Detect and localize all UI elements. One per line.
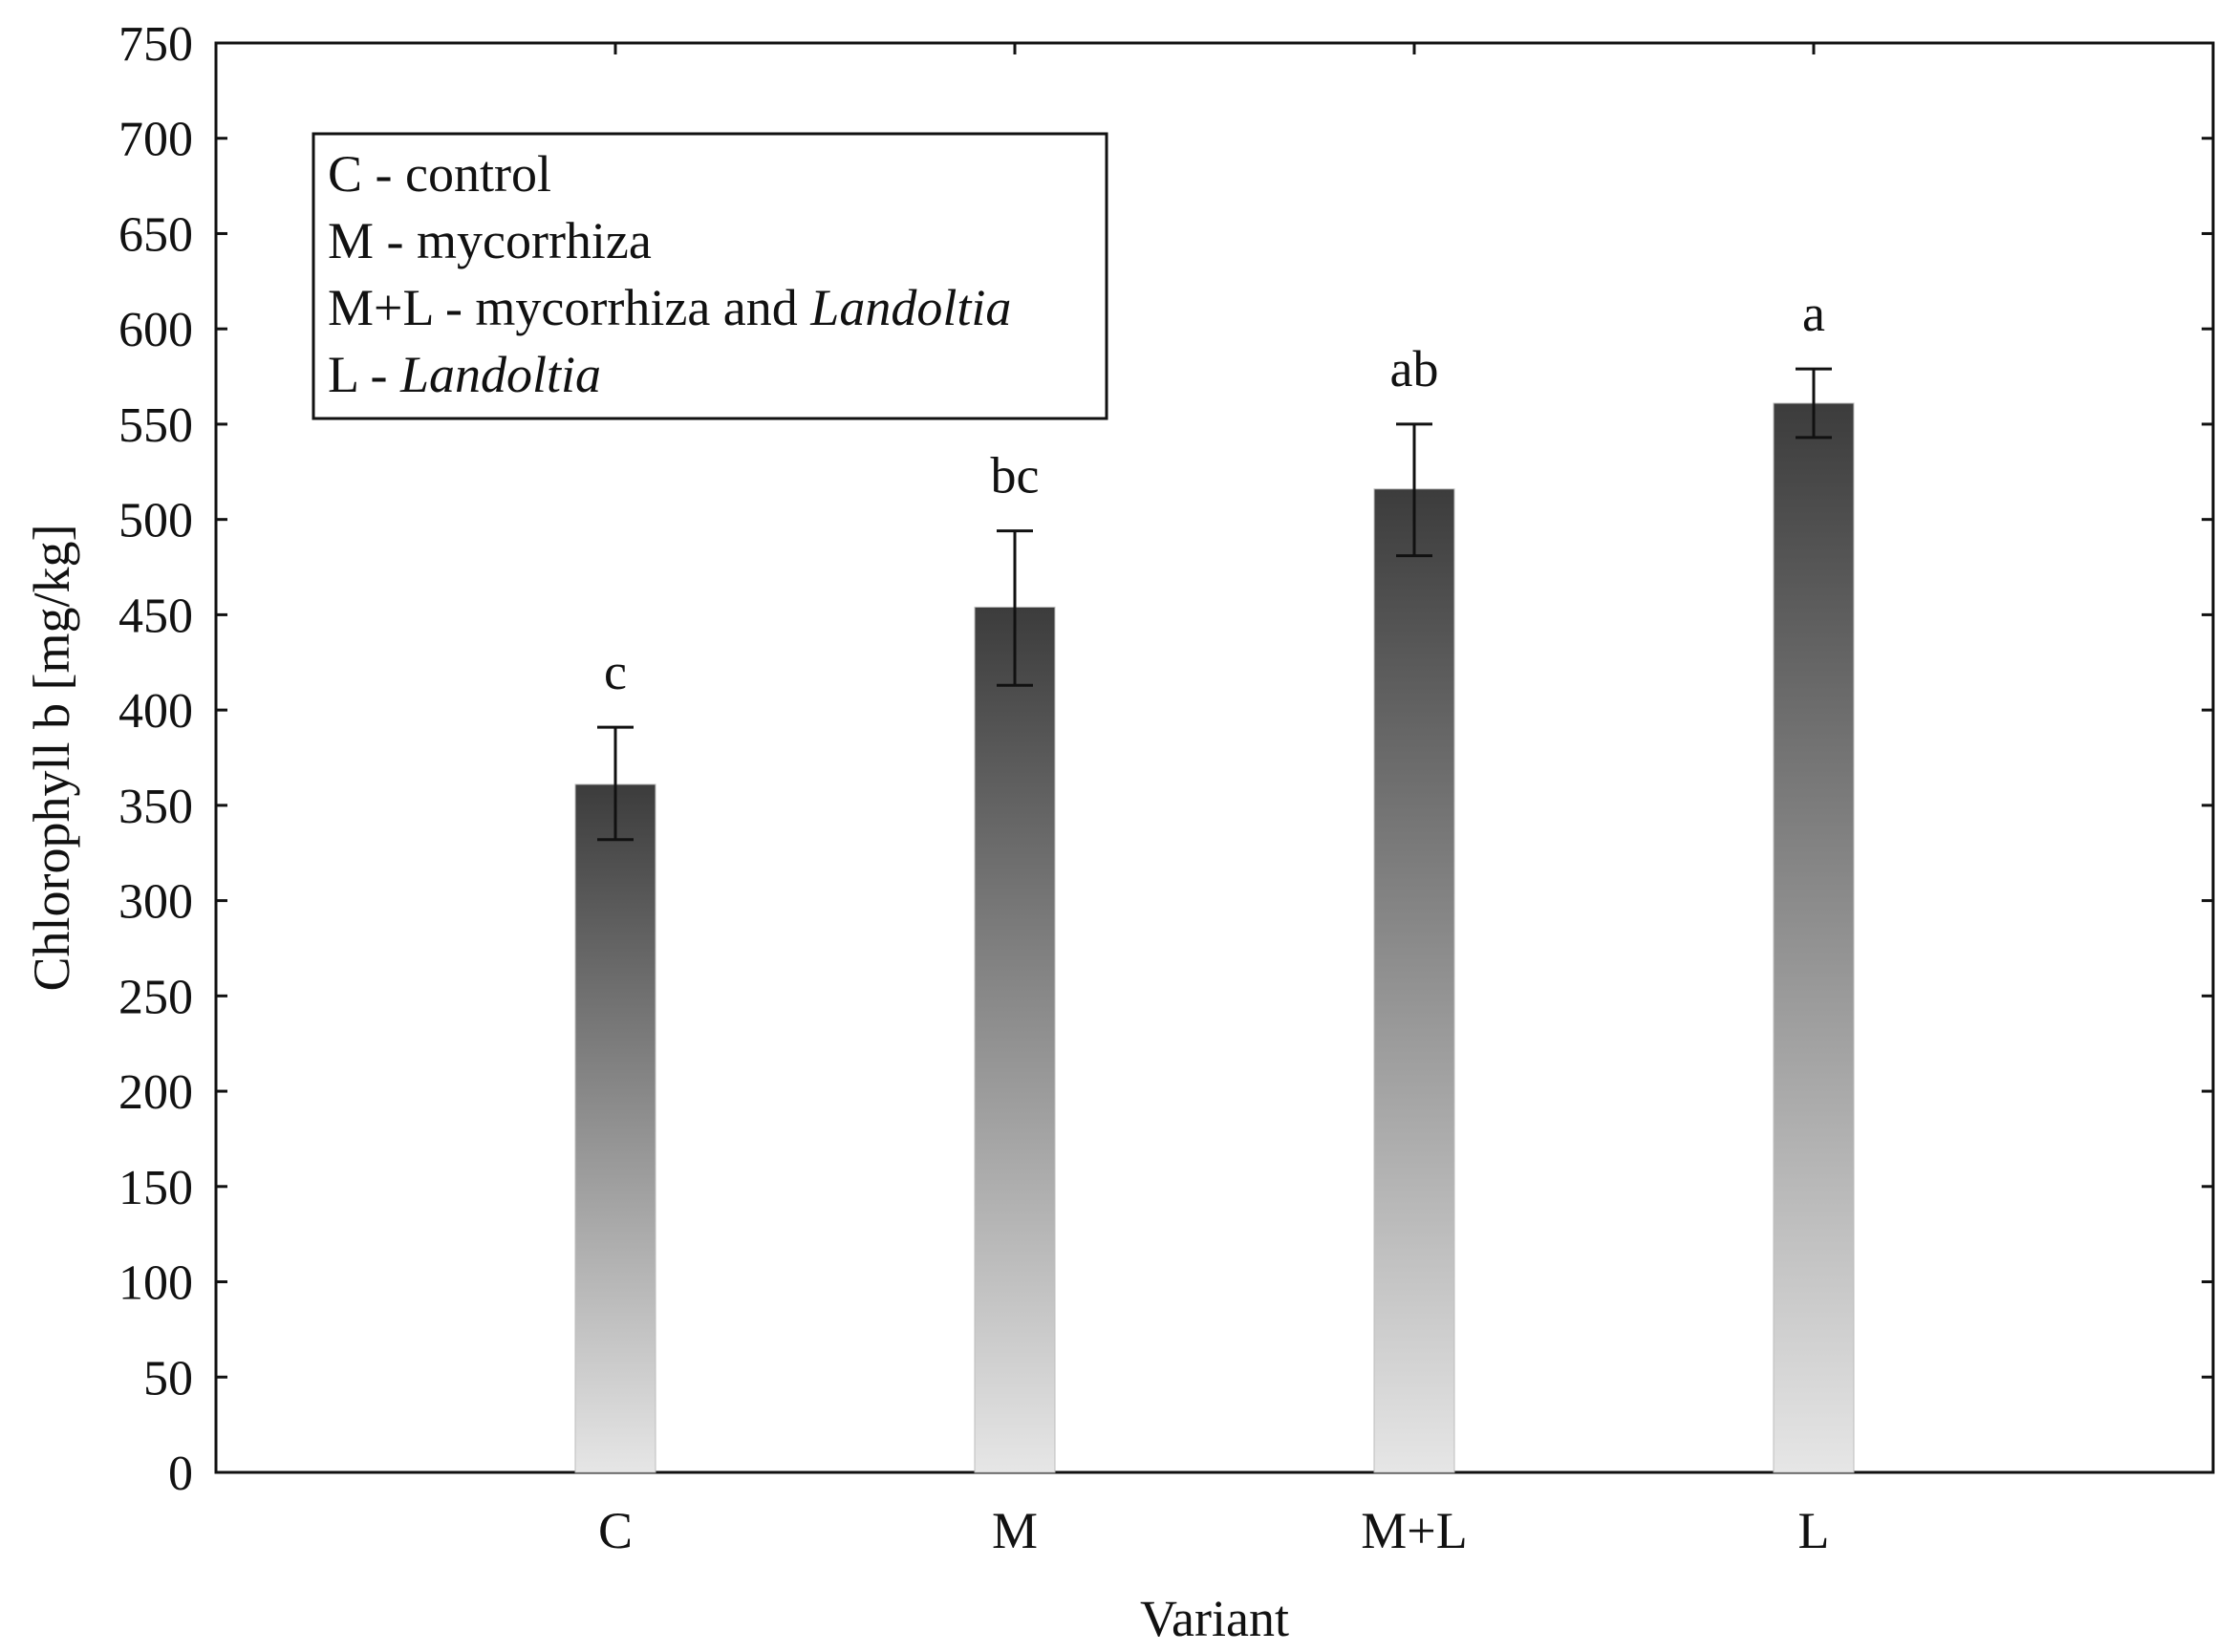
legend-entry-italic: Landoltia [809,279,1011,336]
y-tick-label: 200 [118,1065,193,1120]
y-tick-label: 150 [118,1161,193,1215]
bar [1373,488,1455,1473]
error-bar [597,725,634,842]
x-tick-label: L [1798,1502,1830,1559]
bar [574,783,656,1473]
bars-group [574,402,1855,1473]
significance-label: ab [1390,340,1439,397]
legend-entry-text: M+L - mycorrhiza and [328,279,810,336]
error-bars-group [597,367,1832,842]
bar [1773,402,1855,1473]
error-bar [1396,422,1432,558]
significance-label: bc [991,447,1040,504]
y-tick-label: 50 [143,1351,193,1405]
y-tick-label: 550 [118,398,193,453]
legend-entry-text: L - [328,346,400,403]
x-tick-label: M+L [1361,1502,1467,1559]
y-tick-label: 250 [118,970,193,1024]
y-tick-label: 600 [118,303,193,357]
y-tick-label: 700 [118,113,193,167]
y-tick-label: 350 [118,780,193,834]
legend-entry-text: M - mycorrhiza [328,212,652,269]
legend-entry: M - mycorrhiza [328,212,652,269]
y-tick-label: 650 [118,207,193,262]
legend-entry: C - control [328,145,551,203]
legend-entry-text: C - control [328,145,551,203]
y-axis: 0 50 100 150 200 250 300 350 400 450 500 550 600 650 7… [118,17,2213,1501]
error-bar [1796,367,1832,440]
significance-labels-group: c bc ab a [604,285,1825,700]
y-tick-label: 750 [118,17,193,72]
significance-label: c [604,643,627,700]
y-tick-label: 450 [118,589,193,643]
y-tick-label: 100 [118,1256,193,1311]
plot-frame [214,41,2215,1474]
x-tick-label: M [992,1502,1038,1559]
x-tick-label: C [598,1502,633,1559]
significance-label: a [1802,285,1825,342]
bar [974,606,1056,1473]
legend-entry: L - Landoltia [328,346,601,403]
legend: C - control M - mycorrhiza M+L - mycorrhiz… [312,132,1108,420]
legend-box [312,132,1108,420]
y-tick-label: 500 [118,494,193,548]
y-tick-label: 0 [168,1447,193,1501]
legend-entry-italic: Landoltia [399,346,601,403]
legend-entry: M+L - mycorrhiza and Landoltia [328,279,1011,336]
y-tick-label: 400 [118,684,193,739]
error-bar [997,529,1033,687]
x-axis: C M M+L L [598,43,1830,1559]
x-axis-label: Variant [1140,1590,1289,1647]
y-tick-label: 300 [118,875,193,930]
y-axis-label: Chlorophyll b [mg/kg] [23,525,80,992]
